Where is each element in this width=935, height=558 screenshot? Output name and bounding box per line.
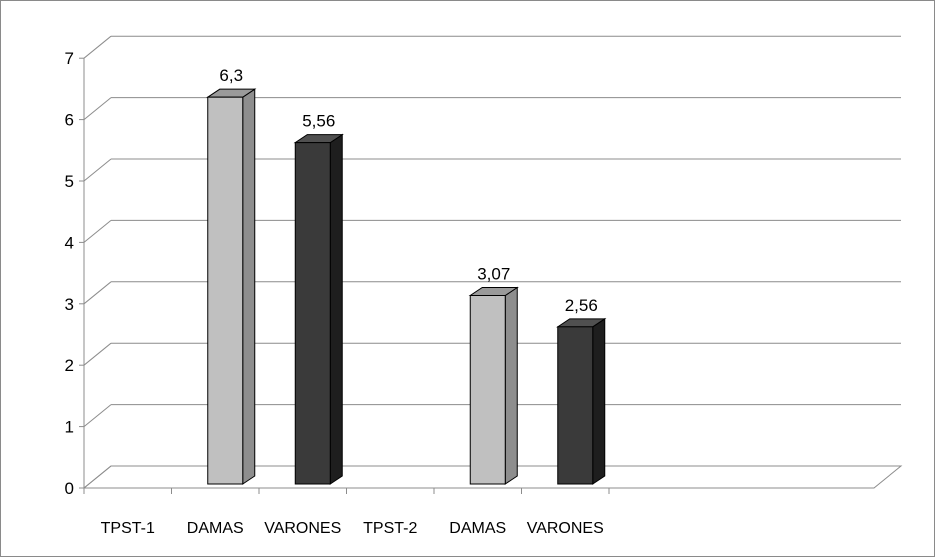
y-tick-label-0: 0 [65, 479, 74, 498]
bar [294, 142, 331, 485]
bar [557, 326, 594, 485]
x-category-label: TPST-2 [363, 520, 417, 537]
x-category-label: TPST-1 [101, 520, 155, 537]
y-tick-label-5: 5 [65, 172, 74, 191]
y-tick-label-1: 1 [65, 418, 74, 437]
x-category-label: VARONES [527, 520, 604, 537]
bar [469, 295, 506, 485]
gridline-depth-0 [83, 465, 112, 489]
x-category-label: DAMAS [449, 520, 506, 537]
gridline-depth-5 [83, 158, 112, 182]
y-tick-label-4: 4 [65, 233, 74, 252]
bar-side [592, 317, 606, 485]
gridline-depth-6 [83, 97, 112, 120]
gridline-depth-7 [83, 35, 112, 59]
y-tick-label-6: 6 [65, 111, 74, 130]
gridline-depth-3 [83, 281, 112, 305]
bar [207, 96, 244, 485]
data-label: 3,07 [477, 265, 510, 284]
x-category-label: VARONES [264, 520, 341, 537]
y-tick-label-7: 7 [65, 49, 74, 68]
y-tick-label-2: 2 [65, 356, 74, 375]
gridline-depth-2 [83, 342, 112, 366]
data-label: 6,3 [219, 66, 243, 85]
bar-side [329, 133, 343, 485]
bar-side [242, 88, 256, 485]
gridline-depth-4 [83, 220, 112, 243]
bar-side [504, 286, 518, 485]
data-label: 5,56 [302, 112, 335, 131]
data-label: 2,56 [565, 296, 598, 315]
x-category-label: DAMAS [187, 520, 244, 537]
y-tick-label-3: 3 [65, 295, 74, 314]
gridline-depth-1 [83, 404, 112, 427]
